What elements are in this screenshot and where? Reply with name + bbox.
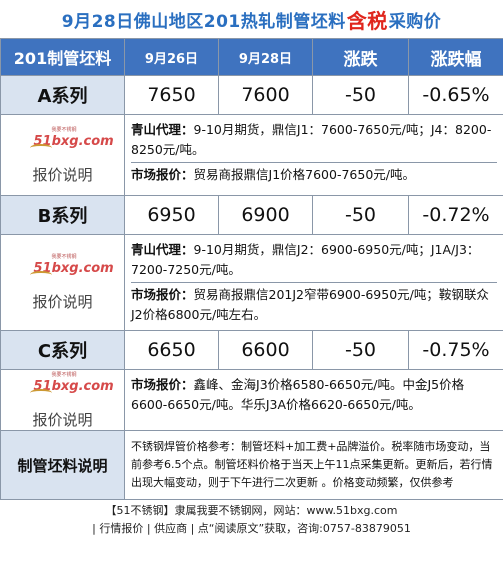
note-cell: 我要不锈钢 51bxg.com 报价说明: [0, 114, 125, 196]
header-change-pct: 涨跌幅: [408, 38, 503, 76]
series-name: B系列: [0, 195, 125, 235]
price-change: -50: [312, 75, 409, 115]
table-row: B系列 6950 6900 -50 -0.72%: [0, 195, 503, 235]
qingshan-label: 青山代理：: [131, 242, 194, 257]
header-change: 涨跌: [312, 38, 409, 76]
market-label: 市场报价：: [131, 167, 194, 182]
qingshan-text: 9-10月期货，鼎信J1：7600-7650元/吨；J4：8200-8250元/…: [131, 122, 492, 157]
price-change: -50: [312, 330, 409, 370]
description-label: 制管坯料说明: [0, 430, 125, 500]
note-row: 我要不锈钢 51bxg.com 报价说明 市场报价：鑫峰、金海J3价格6580-6…: [0, 369, 503, 431]
price-prev: 7650: [124, 75, 219, 115]
table-header: 201制管坯料 9月26日 9月28日 涨跌 涨跌幅: [0, 38, 503, 76]
price-table: 201制管坯料 9月26日 9月28日 涨跌 涨跌幅 A系列 7650 7600…: [0, 38, 503, 500]
title-part1: 9月28日佛山地区201热轧制管坯料: [61, 11, 346, 32]
note-text: 青山代理：9-10月期货，鼎信J2：6900-6950元/吨；J1A/J3：72…: [124, 234, 503, 331]
note-row: 我要不锈钢 51bxg.com 报价说明 青山代理：9-10月期货，鼎信J1：76…: [0, 114, 503, 196]
market-label: 市场报价：: [131, 377, 194, 392]
market-text: 鑫峰、金海J3价格6580-6650元/吨。中金J5价格6600-6650元/吨…: [131, 377, 465, 412]
series-name: A系列: [0, 75, 125, 115]
header-date1: 9月26日: [124, 38, 219, 76]
market-text: 贸易商报鼎信J1价格7600-7650元/吨。: [193, 167, 416, 182]
price-curr: 7600: [218, 75, 313, 115]
price-change-pct: -0.65%: [408, 75, 503, 115]
watermark-logo: 我要不锈钢 51bxg.com: [29, 371, 114, 397]
series-name: C系列: [0, 330, 125, 370]
title-part2: 采购价: [388, 11, 442, 32]
header-date2: 9月28日: [218, 38, 313, 76]
table-row: C系列 6650 6600 -50 -0.75%: [0, 330, 503, 370]
table-row: A系列 7650 7600 -50 -0.65%: [0, 75, 503, 115]
price-curr: 6600: [218, 330, 313, 370]
header-product: 201制管坯料: [0, 38, 125, 76]
price-change-pct: -0.75%: [408, 330, 503, 370]
description-row: 制管坯料说明 不锈钢焊管价格参考：制管坯料+加工费+品牌溢价。税率随市场变动，当…: [0, 430, 503, 500]
price-curr: 6900: [218, 195, 313, 235]
description-text: 不锈钢焊管价格参考：制管坯料+加工费+品牌溢价。税率随市场变动，当前参考6.5个…: [124, 430, 503, 500]
note-text: 市场报价：鑫峰、金海J3价格6580-6650元/吨。中金J5价格6600-66…: [124, 369, 503, 431]
price-prev: 6650: [124, 330, 219, 370]
note-cell: 我要不锈钢 51bxg.com 报价说明: [0, 369, 125, 431]
price-change-pct: -0.72%: [408, 195, 503, 235]
price-prev: 6950: [124, 195, 219, 235]
title-highlight: 含税: [346, 8, 388, 33]
watermark-logo: 我要不锈钢 51bxg.com: [29, 253, 114, 279]
footer-line2: | 行情报价 | 供应商 | 点“阅读原文”获取，咨询:0757-8387905…: [92, 522, 411, 535]
note-label: 报价说明: [32, 293, 93, 311]
note-row: 我要不锈钢 51bxg.com 报价说明 青山代理：9-10月期货，鼎信J2：69…: [0, 234, 503, 331]
qingshan-text: 9-10月期货，鼎信J2：6900-6950元/吨；J1A/J3：7200-72…: [131, 242, 480, 277]
footer-line1: 【51不锈钢】隶属我要不锈钢网，网站：www.51bxg.com: [105, 504, 398, 517]
market-text: 贸易商报鼎信201J2窄带6900-6950元/吨；鞍钢联众J2价格6800元/…: [131, 287, 489, 322]
note-text: 青山代理：9-10月期货，鼎信J1：7600-7650元/吨；J4：8200-8…: [124, 114, 503, 196]
footer: 【51不锈钢】隶属我要不锈钢网，网站：www.51bxg.com | 行情报价 …: [0, 500, 503, 538]
watermark-logo: 我要不锈钢 51bxg.com: [29, 126, 114, 152]
qingshan-label: 青山代理：: [131, 122, 194, 137]
note-cell: 我要不锈钢 51bxg.com 报价说明: [0, 234, 125, 331]
price-change: -50: [312, 195, 409, 235]
note-label: 报价说明: [32, 165, 93, 184]
note-label: 报价说明: [32, 410, 93, 429]
market-label: 市场报价：: [131, 287, 194, 302]
page-title: 9月28日佛山地区201热轧制管坯料 含税 采购价: [0, 0, 503, 38]
